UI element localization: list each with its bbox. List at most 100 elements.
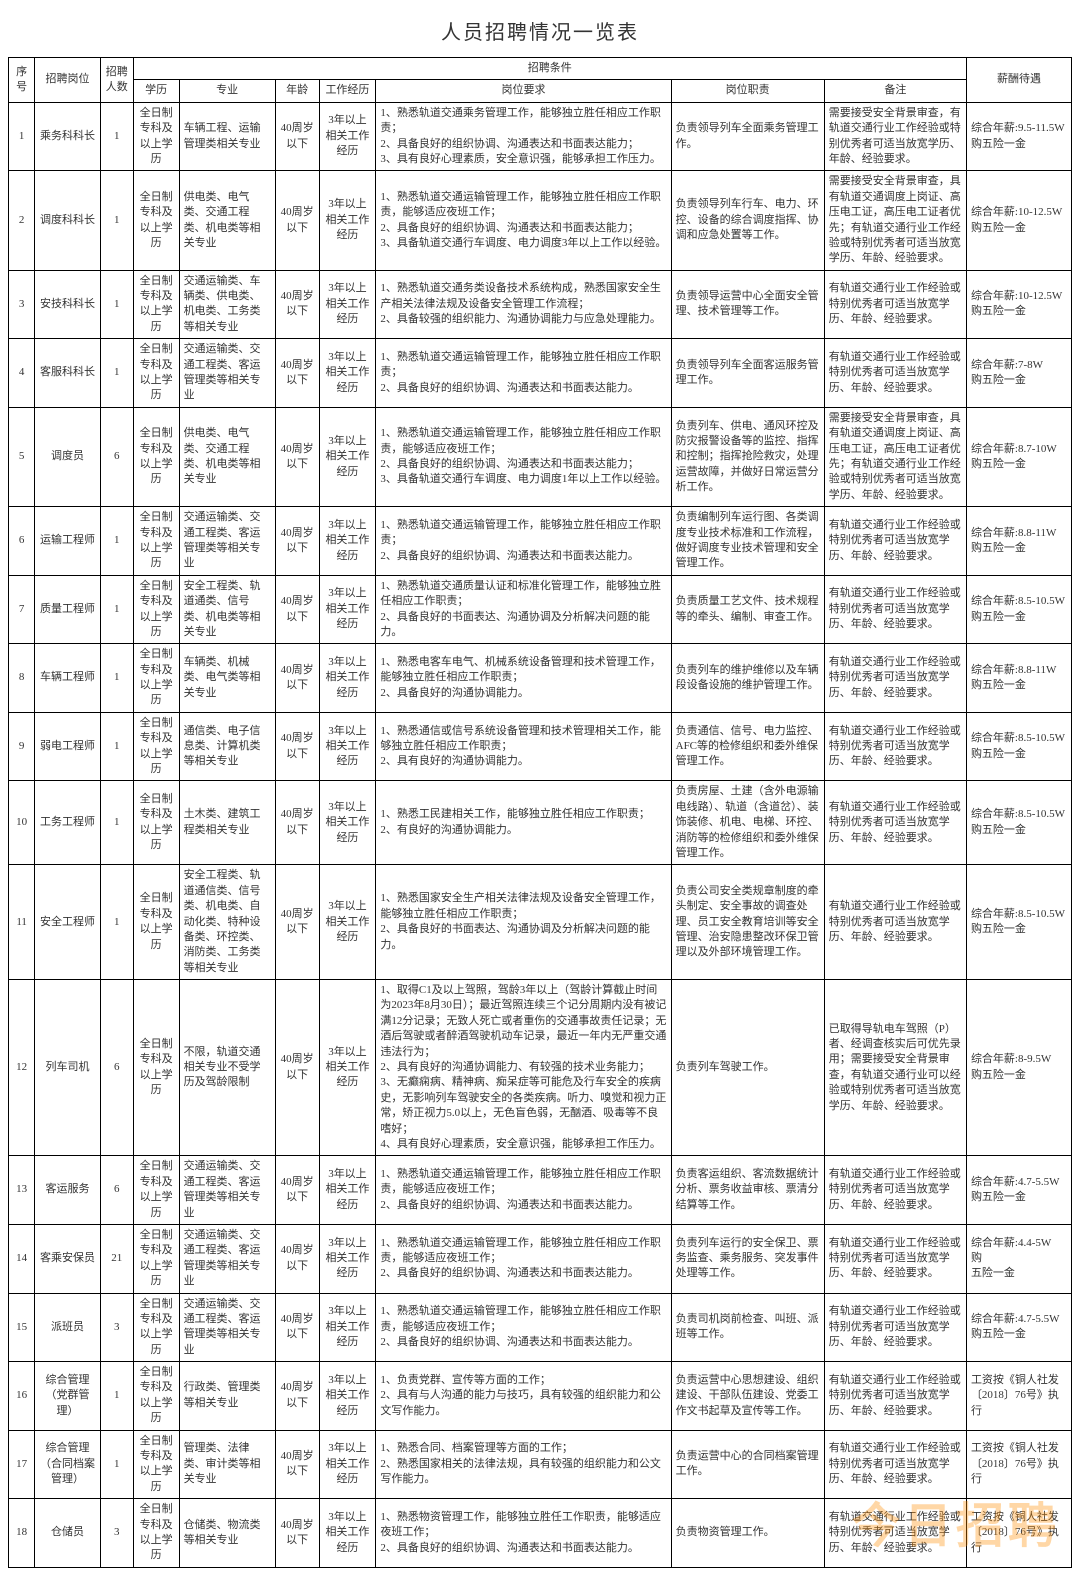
recruitment-table: 序号 招聘岗位 招聘人数 招聘条件 薪酬待遇 学历 专业 年龄 工作经历 岗位要… [8,57,1072,1568]
cell-idx: 9 [9,712,35,781]
cell-post: 调度科科长 [35,171,101,270]
cell-req: 1、熟悉轨道交通务类设备技术系统构成，熟悉国家安全生产相关法律法规及设备安全管理… [376,270,671,339]
cell-edu: 全日制专科及以上学历 [133,407,179,506]
cell-exp: 3年以上相关工作经历 [319,507,376,576]
cell-idx: 11 [9,865,35,980]
page-title: 人员招聘情况一览表 [8,16,1072,45]
cell-post: 调度员 [35,407,101,506]
cell-post: 综合管理（合同档案管理） [35,1430,101,1499]
table-row: 10工务工程师1全日制专科及以上学历土木类、建筑工程类相关专业40周岁以下3年以… [9,781,1072,865]
cell-note: 需要接受安全背景审查，具有轨道交通调度上岗证、高压电工证，高压电工证者优先；有轨… [824,171,966,270]
cell-idx: 1 [9,102,35,171]
header-exp: 工作经历 [319,80,376,102]
cell-idx: 16 [9,1362,35,1431]
cell-edu: 全日制专科及以上学历 [133,1499,179,1568]
cell-age: 40周岁以下 [275,1430,319,1499]
cell-age: 40周岁以下 [275,575,319,644]
cell-duty: 负责编制列车运行图、各类调度专业技术标准和工作流程，做好调度专业技术管理和安全管… [671,507,824,576]
cell-req: 1、熟悉轨道交通运输管理工作，能够独立胜任相应工作职责； 2、具备良好的组织协调… [376,507,671,576]
cell-major: 行政类、管理类等相关专业 [179,1362,275,1431]
cell-note: 有轨道交通行业工作经验或特别优秀者可适当放宽学历、年龄、经验要求。 [824,1430,966,1499]
cell-req: 1、负责党群、宣传等方面的工作； 2、具有与人沟通的能力与技巧，具有较强的组织能… [376,1362,671,1431]
cell-req: 1、熟悉工民建相关工作，能够独立胜任相应工作职责； 2、有良好的沟通协调能力。 [376,781,671,865]
cell-note: 有轨道交通行业工作经验或特别优秀者可适当放宽学历、年龄、经验要求。 [824,1499,966,1568]
cell-idx: 5 [9,407,35,506]
cell-idx: 13 [9,1156,35,1225]
cell-edu: 全日制专科及以上学历 [133,507,179,576]
table-row: 5调度员6全日制专科及以上学历供电类、电气类、交通工程类、机电类等相关专业40周… [9,407,1072,506]
cell-exp: 3年以上相关工作经历 [319,1362,376,1431]
cell-edu: 全日制专科及以上学历 [133,980,179,1156]
cell-req: 1、熟悉轨道交通运输管理工作，能够独立胜任相应工作职责，能够适应夜班工作； 2、… [376,1156,671,1225]
table-row: 3安技科科长1全日制专科及以上学历交通运输类、车辆类、供电类、机电类、工务类等相… [9,270,1072,339]
cell-exp: 3年以上相关工作经历 [319,171,376,270]
cell-sal: 工资按《铜人社发〔2018〕76号》执行 [966,1362,1071,1431]
cell-req: 1、熟悉轨道交通质量认证和标准化管理工作，能够独立胜任相应工作职责； 2、具备良… [376,575,671,644]
cell-sal: 综合年薪:8-9.5W 购五险一金 [966,980,1071,1156]
cell-major: 车辆类、机械类、电气类等相关专业 [179,644,275,713]
cell-post: 车辆工程师 [35,644,101,713]
cell-exp: 3年以上相关工作经历 [319,339,376,408]
cell-age: 40周岁以下 [275,712,319,781]
cell-duty: 负责运营中心的合同档案管理工作。 [671,1430,824,1499]
cell-sal: 综合年薪:4.7-5.5W 购五险一金 [966,1293,1071,1362]
cell-age: 40周岁以下 [275,102,319,171]
cell-post: 仓储员 [35,1499,101,1568]
cell-age: 40周岁以下 [275,339,319,408]
cell-note: 有轨道交通行业工作经验或特别优秀者可适当放宽学历、年龄、经验要求。 [824,575,966,644]
table-row: 18仓储员3全日制专科及以上学历仓储类、物流类等相关专业40周岁以下3年以上相关… [9,1499,1072,1568]
cell-exp: 3年以上相关工作经历 [319,1156,376,1225]
cell-num: 1 [100,781,133,865]
cell-major: 交通运输类、交通工程类、客运管理类等相关专业 [179,507,275,576]
cell-sal: 综合年薪:10-12.5W 购五险一金 [966,171,1071,270]
cell-post: 客运服务 [35,1156,101,1225]
cell-age: 40周岁以下 [275,980,319,1156]
table-row: 2调度科科长1全日制专科及以上学历供电类、电气类、交通工程类、机电类等相关专业4… [9,171,1072,270]
cell-post: 乘务科科长 [35,102,101,171]
cell-exp: 3年以上相关工作经历 [319,270,376,339]
table-row: 7质量工程师1全日制专科及以上学历安全工程类、轨道通类、信号类、机电类等相关专业… [9,575,1072,644]
cell-idx: 12 [9,980,35,1156]
cell-age: 40周岁以下 [275,1362,319,1431]
cell-req: 1、熟悉轨道交通运输管理工作，能够独立胜任相应工作职责，能够适应夜班工作； 2、… [376,171,671,270]
cell-sal: 工资按《铜人社发〔2018〕76号》执行 [966,1430,1071,1499]
cell-edu: 全日制专科及以上学历 [133,1224,179,1293]
cell-num: 21 [100,1224,133,1293]
cell-sal: 综合年薪:4.7-5.5W 购五险一金 [966,1156,1071,1225]
cell-major: 交通运输类、交通工程类、客运管理类等相关专业 [179,1293,275,1362]
cell-exp: 3年以上相关工作经历 [319,781,376,865]
cell-exp: 3年以上相关工作经历 [319,712,376,781]
cell-duty: 负责列车运行的安全保卫、票务监查、乘务服务、突发事件处理等工作。 [671,1224,824,1293]
cell-major: 土木类、建筑工程类相关专业 [179,781,275,865]
cell-major: 安全工程类、轨道通信类、信号类、机电类、自动化类、特种设备类、环控类、消防类、工… [179,865,275,980]
cell-req: 1、熟悉通信或信号系统设备管理和技术管理相关工作，能够独立胜任相应工作职责； 2… [376,712,671,781]
cell-sal: 综合年薪:10-12.5W 购五险一金 [966,270,1071,339]
cell-post: 安全工程师 [35,865,101,980]
header-major: 专业 [179,80,275,102]
cell-major: 供电类、电气类、交通工程类、机电类等相关专业 [179,171,275,270]
cell-exp: 3年以上相关工作经历 [319,102,376,171]
table-row: 9弱电工程师1全日制专科及以上学历通信类、电子信息类、计算机类等相关专业40周岁… [9,712,1072,781]
table-row: 12列车司机6全日制专科及以上学历不限，轨道交通相关专业不受学历及驾龄限制40周… [9,980,1072,1156]
cell-age: 40周岁以下 [275,644,319,713]
cell-sal: 工资按《铜人社发〔2018〕76号》执行 [966,1499,1071,1568]
cell-major: 交通运输类、交通工程类、客运管理类等相关专业 [179,1156,275,1225]
cell-idx: 18 [9,1499,35,1568]
cell-edu: 全日制专科及以上学历 [133,865,179,980]
cell-duty: 负责物资管理工作。 [671,1499,824,1568]
cell-num: 1 [100,865,133,980]
cell-req: 1、熟悉轨道交通运输管理工作，能够独立胜任相应工作职责，能够适应夜班工作； 2、… [376,407,671,506]
cell-idx: 14 [9,1224,35,1293]
cell-post: 运输工程师 [35,507,101,576]
cell-idx: 17 [9,1430,35,1499]
table-row: 17综合管理（合同档案管理）1全日制专科及以上学历管理类、法律类、审计类等相关专… [9,1430,1072,1499]
cell-major: 供电类、电气类、交通工程类、机电类等相关专业 [179,407,275,506]
cell-num: 6 [100,980,133,1156]
cell-age: 40周岁以下 [275,1224,319,1293]
cell-duty: 负责房屋、土建（含外电源输电线路）、轨道（含道岔）、装饰装修、机电、电梯、环控、… [671,781,824,865]
cell-post: 弱电工程师 [35,712,101,781]
cell-sal: 综合年薪:4.4-5W 购 五险一金 [966,1224,1071,1293]
cell-duty: 负责列车、供电、通风环控及防灾报警设备等的监控、指挥和控制；指挥抢险救灾，处理运… [671,407,824,506]
cell-age: 40周岁以下 [275,865,319,980]
cell-edu: 全日制专科及以上学历 [133,270,179,339]
